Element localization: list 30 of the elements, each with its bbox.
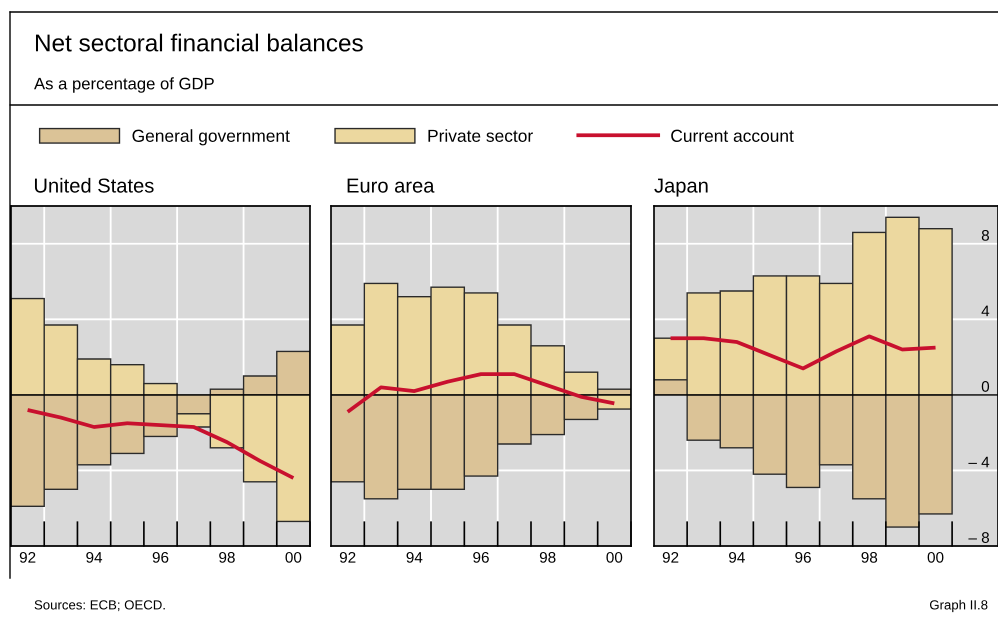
legend-label: Private sector — [428, 129, 533, 142]
x-tick-label: 92 — [340, 552, 356, 563]
y-tick-label: – 8 — [968, 532, 990, 543]
x-tick-label: 98 — [862, 552, 878, 563]
x-tick-label: 92 — [662, 552, 678, 563]
chart-title: Japan — [654, 178, 708, 197]
x-tick-label: 94 — [729, 552, 745, 563]
x-tick-label: 00 — [606, 552, 622, 563]
chart-title: Euro area — [348, 178, 434, 193]
chart-title: United States — [34, 178, 154, 193]
x-tick-label: 96 — [795, 552, 811, 563]
x-tick-label: 00 — [285, 552, 302, 563]
x-tick-label: 94 — [406, 552, 422, 563]
text: Net sectoral financial balances — [36, 34, 363, 52]
source-note: Sources: ECB; OECD. — [34, 600, 165, 612]
text: As a percentage of GDP — [34, 77, 214, 93]
y-tick-label: 0 — [982, 381, 990, 392]
x-tick-label: 94 — [86, 552, 102, 563]
y-tick-label: 4 — [982, 306, 990, 316]
x-tick-label: 96 — [152, 552, 168, 563]
y-tick-label: – 4 — [968, 456, 990, 468]
x-tick-label: 98 — [540, 552, 556, 563]
x-tick-label: 92 — [20, 552, 36, 563]
x-tick-label: 96 — [473, 552, 489, 563]
legend-label: General government — [132, 129, 290, 146]
x-tick-label: 98 — [219, 552, 235, 563]
y-tick-label: 8 — [982, 230, 990, 241]
legend-label: Current account — [671, 130, 794, 142]
text: Graph II.8 — [930, 600, 988, 612]
x-tick-label: 00 — [928, 552, 944, 563]
